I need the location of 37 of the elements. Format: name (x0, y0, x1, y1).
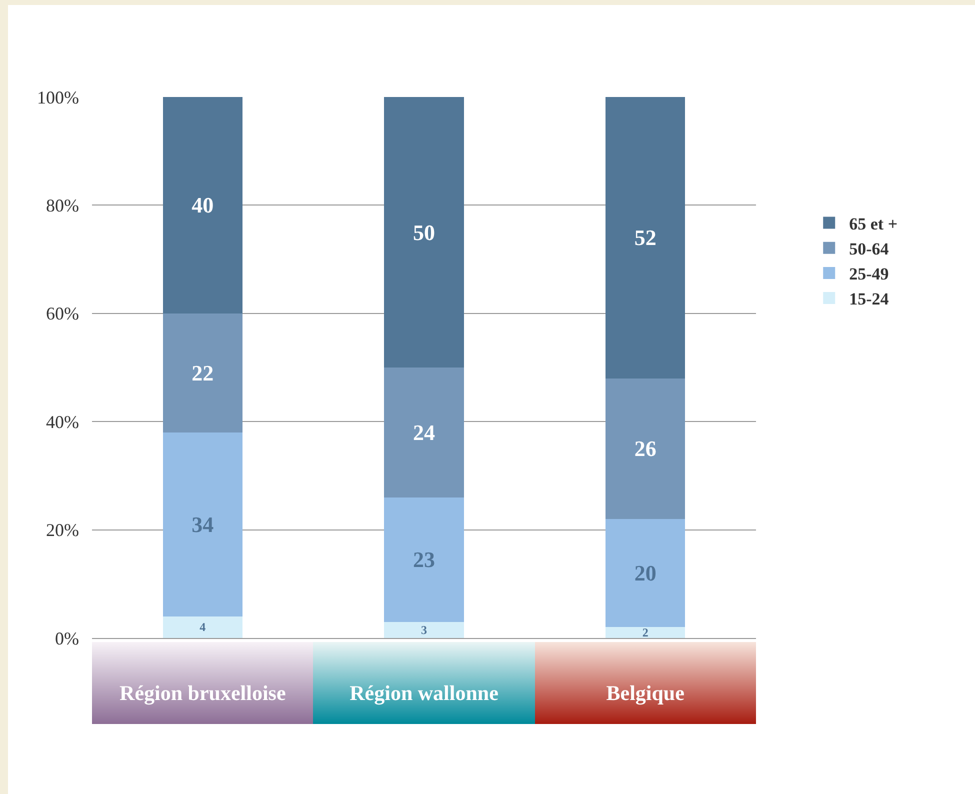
bar (384, 622, 464, 638)
y-tick-label: 20% (46, 520, 79, 540)
x-tick-label: Belgique (606, 681, 684, 706)
bar (384, 97, 464, 368)
bar (162, 432, 243, 616)
bar (384, 368, 464, 498)
bar (605, 378, 686, 519)
data-label: 20 (634, 560, 656, 586)
legend-label: 65 et + (849, 214, 898, 234)
data-label: 22 (192, 360, 214, 386)
x-tick-label: Région wallonne (350, 681, 498, 706)
bar (605, 627, 686, 638)
data-label: 2 (642, 626, 648, 640)
y-tick-label: 80% (46, 196, 79, 216)
data-label: 50 (413, 220, 435, 245)
y-tick-label: 0% (55, 628, 79, 648)
legend-label: 15-24 (849, 290, 890, 309)
y-tick-label: 100% (37, 87, 79, 108)
bar (605, 518, 686, 628)
bar (162, 313, 243, 432)
x-tick-label: Région bruxelloise (120, 681, 286, 706)
data-label: 34 (192, 512, 214, 537)
data-label: 23 (413, 547, 435, 572)
y-tick-label: 60% (46, 304, 79, 324)
data-label: 26 (634, 436, 656, 462)
bar (162, 616, 243, 638)
bar (162, 97, 243, 314)
data-label: 4 (200, 620, 206, 634)
bar (384, 497, 464, 622)
bar (605, 97, 686, 378)
legend-label: 25-49 (849, 264, 889, 284)
data-label: 3 (421, 622, 427, 637)
data-label: 24 (413, 420, 435, 445)
legend-label: 50-64 (849, 239, 890, 258)
data-label: 52 (634, 225, 656, 250)
data-label: 40 (192, 192, 214, 218)
y-tick-label: 40% (46, 412, 79, 432)
